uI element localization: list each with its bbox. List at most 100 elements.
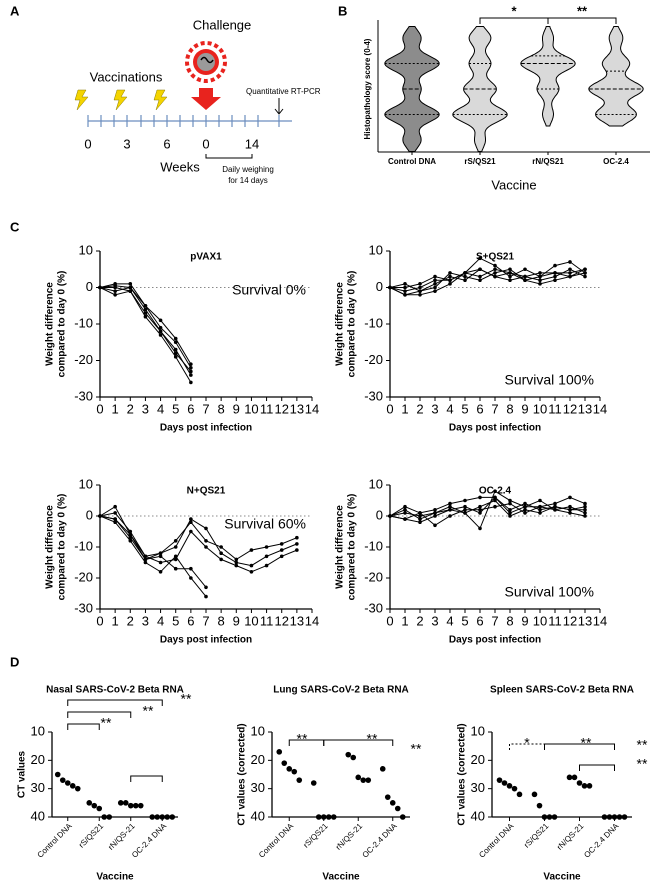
y-axis-label: compared to day 0 (%) <box>57 271 68 378</box>
x-tick-label: 9 <box>521 401 528 416</box>
timeline-label: 3 <box>123 136 130 151</box>
data-point <box>127 802 134 809</box>
data-point <box>360 777 367 783</box>
significance-label: ** <box>181 691 192 707</box>
y-tick-label: 20 <box>251 752 265 767</box>
data-point <box>69 783 76 789</box>
data-point <box>86 800 93 806</box>
y-tick-label: -20 <box>364 569 383 584</box>
data-point <box>448 278 452 283</box>
data-point <box>566 774 573 781</box>
data-point <box>586 783 593 789</box>
data-point <box>463 498 467 503</box>
x-tick-label: 0 <box>96 613 103 628</box>
data-point <box>158 329 163 334</box>
x-axis-label: Vaccine <box>322 872 360 883</box>
x-tick-label: OC-2.4 DNA <box>582 821 621 860</box>
x-tick-label: 14 <box>593 401 607 416</box>
x-tick-label: 10 <box>244 401 258 416</box>
data-point <box>204 545 208 549</box>
data-point <box>433 508 437 512</box>
data-point <box>158 570 163 574</box>
data-point <box>158 551 163 555</box>
data-point <box>418 520 422 524</box>
y-tick-label: 40 <box>31 808 45 823</box>
data-point <box>418 289 422 293</box>
data-point <box>448 514 452 518</box>
data-point <box>581 783 588 789</box>
x-tick-label: rN/QS-21 <box>334 821 365 852</box>
series-line <box>99 505 207 588</box>
significance-label: * <box>524 735 530 751</box>
data-point <box>315 814 322 820</box>
data-point <box>173 355 178 359</box>
x-tick-label: Control DNA <box>388 157 436 166</box>
data-point <box>173 351 178 356</box>
y-tick-label: -10 <box>364 538 383 553</box>
series-line <box>99 512 298 561</box>
data-point <box>113 293 117 297</box>
data-point <box>553 271 557 275</box>
data-point <box>583 501 587 506</box>
x-tick-label: 8 <box>218 401 225 416</box>
x-tick-label: 14 <box>305 401 319 416</box>
data-point <box>523 508 527 512</box>
data-point <box>394 805 401 812</box>
data-point <box>98 285 102 290</box>
y-tick-label: 30 <box>31 780 45 795</box>
data-point <box>281 760 288 766</box>
panel-label: B <box>338 3 347 18</box>
y-tick-label: 20 <box>471 752 485 767</box>
x-tick-label: 11 <box>548 613 562 628</box>
x-tick-label: 6 <box>476 613 483 628</box>
data-point <box>576 780 583 786</box>
data-point <box>538 274 542 279</box>
x-tick-label: 11 <box>260 613 274 628</box>
weighing-bracket <box>205 154 253 159</box>
series-line <box>99 287 192 383</box>
x-tick-label: Control DNA <box>257 821 296 860</box>
x-tick-label: 6 <box>187 401 194 416</box>
data-point <box>143 311 148 315</box>
data-point <box>418 282 422 286</box>
y-tick-label: -20 <box>364 352 383 367</box>
significance-bracket <box>547 17 617 24</box>
data-point <box>433 278 437 283</box>
data-point <box>158 554 163 559</box>
data-point <box>143 557 148 562</box>
y-tick-label: 10 <box>31 723 45 738</box>
y-tick-label: 10 <box>369 242 383 257</box>
data-point <box>506 783 513 789</box>
annotation: Survival 0% <box>232 282 306 298</box>
y-tick-label: 0 <box>86 507 93 522</box>
x-tick-label: 7 <box>491 613 498 628</box>
data-point <box>189 362 193 366</box>
y-tick-label: 10 <box>79 242 93 257</box>
x-tick-label: 13 <box>290 401 304 416</box>
data-point <box>249 570 254 574</box>
data-point <box>448 501 452 506</box>
data-point <box>568 504 572 509</box>
y-axis-label: CT values (corrected) <box>237 723 248 825</box>
data-point <box>403 285 407 290</box>
x-tick-label: 0 <box>386 613 393 628</box>
data-point <box>568 495 572 500</box>
significance-label: ** <box>637 737 648 753</box>
data-point <box>553 278 557 283</box>
data-point <box>523 274 527 279</box>
data-point <box>106 814 113 820</box>
data-point <box>113 517 117 521</box>
x-tick-label: 6 <box>476 401 483 416</box>
data-point <box>296 777 303 783</box>
x-axis-label: Vaccine <box>491 177 536 192</box>
data-point <box>403 508 407 512</box>
data-point <box>478 495 482 500</box>
data-point <box>173 539 178 543</box>
challenge-arrow <box>191 88 221 110</box>
y-axis-label: Histopathology score (0-4) <box>363 38 372 139</box>
y-axis-label: CT values (corrected) <box>457 723 468 825</box>
panel-label: C <box>10 219 20 234</box>
data-point <box>128 282 133 286</box>
y-tick-label: -30 <box>74 388 93 403</box>
